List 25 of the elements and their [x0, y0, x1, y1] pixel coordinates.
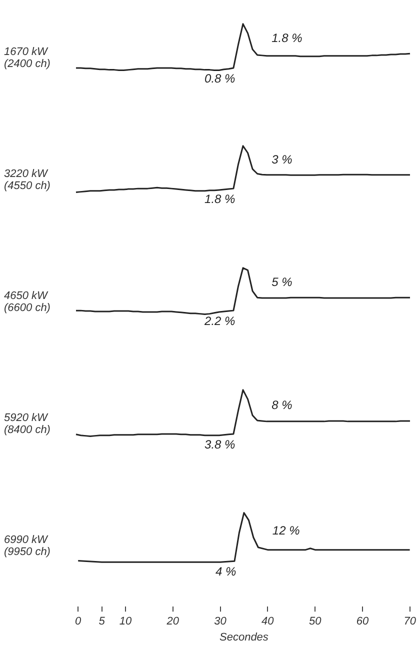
y-axis-title: 1670 kW (2400 ch) — [3, 46, 52, 70]
x-axis-title: Secondes — [220, 631, 269, 644]
annotation: 12 % — [272, 524, 300, 538]
x-tick-label: 10 — [119, 615, 132, 628]
y-axis-title: 6990 kW (9950 ch) — [3, 534, 52, 558]
annotation: 8 % — [272, 398, 293, 412]
x-tick-label: 30 — [214, 615, 228, 628]
y-axis-title: 5920 kW (8400 ch) — [3, 412, 52, 436]
text: 0.8 % — [204, 71, 236, 86]
x-tick-label: 50 — [308, 615, 322, 628]
x-tick-label: 5 — [98, 615, 106, 628]
annotation: 5 % — [272, 275, 293, 290]
x-tick-label: 40 — [262, 615, 275, 628]
y-axis-title: 3220 kW (4550 ch) — [3, 168, 52, 192]
x-tick-label: 60 — [356, 615, 370, 628]
text: 3.8 % — [204, 437, 236, 452]
x-tick-label: 0 — [74, 615, 82, 628]
x-tick-label: 70 — [404, 615, 417, 628]
annotation: 1.8 % — [204, 192, 236, 206]
x-tick-label: 20 — [166, 615, 180, 628]
annotation: 1.8 % — [272, 31, 303, 46]
y-axis-title: 4650 kW (6600 ch) — [3, 290, 52, 314]
annotation: 3 % — [272, 152, 293, 167]
text: 4 % — [216, 564, 237, 579]
annotation: 2.2 % — [204, 314, 236, 328]
